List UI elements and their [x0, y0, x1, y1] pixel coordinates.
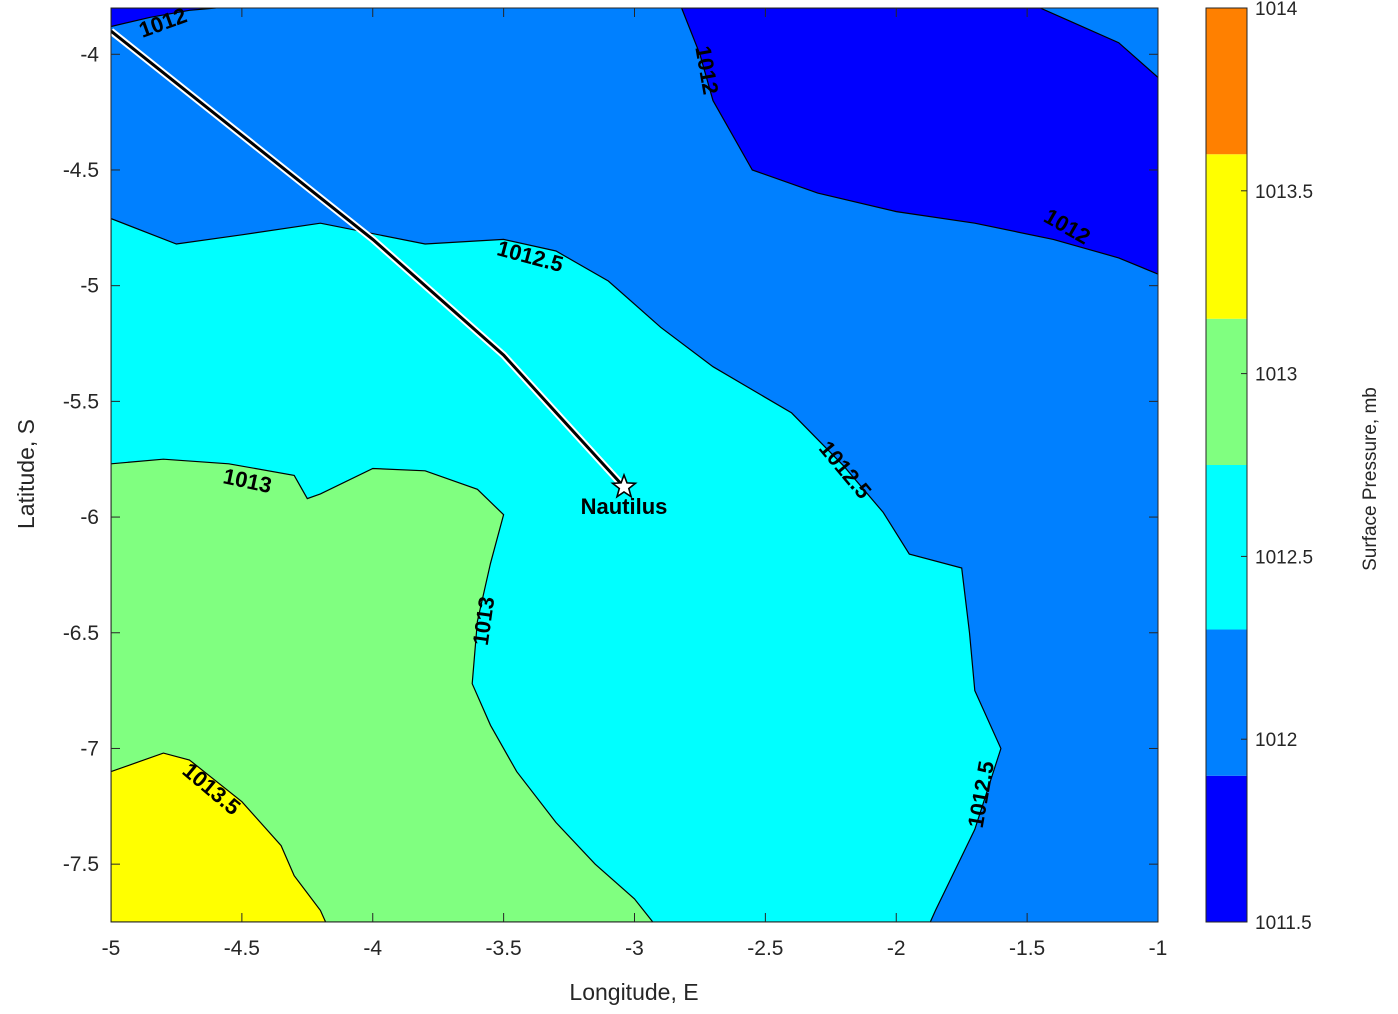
colorbar: 1011.5 1012 1012.5 1013 1013.5 1014 [1206, 0, 1313, 934]
y-tick-label: -6.5 [63, 622, 99, 645]
colorbar-tick-label: 1012.5 [1255, 547, 1313, 568]
y-tick-label: -4.5 [63, 159, 99, 182]
x-tick-label: -2 [887, 937, 906, 960]
y-tick-label: -5 [80, 275, 99, 298]
y-tick-label: -7.5 [63, 853, 99, 876]
colorbar-tick-label: 1013 [1255, 365, 1297, 386]
y-tick-label: -7 [80, 737, 99, 760]
x-tick-label: -2.5 [747, 937, 783, 960]
colorbar-band-1 [1206, 629, 1247, 776]
colorbar-tick-label: 1012 [1255, 730, 1297, 751]
colorbar-band-2 [1206, 465, 1247, 630]
contour-region-1013-5-2 [111, 752, 327, 922]
x-tick-label: -3.5 [486, 937, 522, 960]
colorbar-band-3 [1206, 318, 1247, 465]
colorbar-tick-label: 1011.5 [1255, 913, 1312, 934]
ship-track [111, 28, 627, 490]
y-axis-label: Latitude, S [13, 419, 39, 529]
x-axis-label: Longitude, E [569, 979, 698, 1005]
colorbar-tick-label: 1013.5 [1255, 182, 1313, 203]
x-tick-label: -4 [363, 937, 382, 960]
y-tick-label: -6 [80, 506, 99, 529]
nautilus-marker-group: Nautilus [581, 472, 668, 519]
x-tick-label: -3 [625, 937, 644, 960]
colorbar-band-0 [1206, 775, 1247, 922]
colorbar-frame [1205, 7, 1248, 923]
x-tick-label: -1.5 [1009, 937, 1045, 960]
y-axis-ticks: -4 -4.5 -5 -5.5 -6 -6.5 -7 -7.5 [63, 43, 1158, 876]
colorbar-tick-label: 1014 [1255, 0, 1298, 20]
x-tick-label: -1 [1149, 937, 1168, 960]
colorbar-label: Surface Pressure, mb [1360, 387, 1381, 571]
contour-region-1012-4 [680, 8, 1158, 275]
colorbar-band-5 [1206, 8, 1247, 155]
y-tick-label: -5.5 [63, 390, 99, 413]
x-tick-label: -5 [102, 937, 121, 960]
pressure-regions [111, 8, 1158, 922]
colorbar-band-4 [1206, 154, 1247, 319]
track-line [111, 29, 626, 489]
x-tick-label: -4.5 [224, 937, 260, 960]
x-axis-ticks: -5 -4.5 -4 -3.5 -3 -2.5 -2 -1.5 -1 [102, 8, 1168, 960]
nautilus-star-marker [610, 472, 638, 499]
nautilus-label: Nautilus [581, 494, 668, 519]
y-tick-label: -4 [80, 43, 99, 66]
contour-region-1012-3 [111, 8, 216, 28]
